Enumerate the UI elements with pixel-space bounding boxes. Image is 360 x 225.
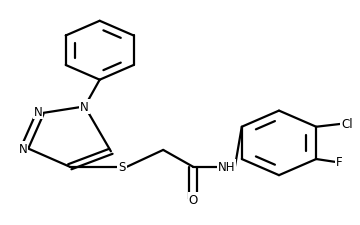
Text: O: O bbox=[188, 193, 198, 206]
Text: S: S bbox=[118, 160, 126, 173]
Text: F: F bbox=[336, 156, 343, 169]
Text: NH: NH bbox=[218, 160, 235, 173]
Text: N: N bbox=[34, 106, 42, 119]
Text: Cl: Cl bbox=[341, 118, 353, 131]
Text: N: N bbox=[19, 142, 27, 155]
Text: N: N bbox=[80, 100, 89, 113]
